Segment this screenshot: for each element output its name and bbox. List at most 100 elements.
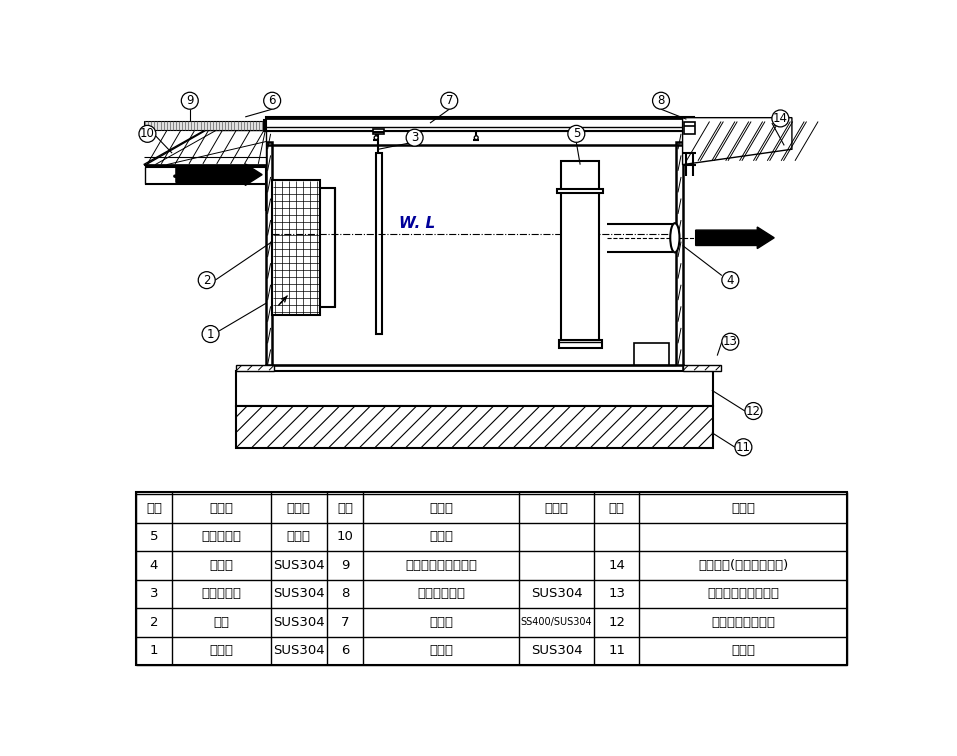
- Text: 14: 14: [609, 559, 625, 572]
- Circle shape: [406, 129, 423, 146]
- Text: 側　溝: 側 溝: [429, 531, 454, 544]
- Circle shape: [202, 326, 219, 342]
- Bar: [682, 365, 721, 371]
- Text: 1: 1: [149, 644, 158, 658]
- Bar: [559, 340, 602, 348]
- Text: 根巻きコンクリート: 根巻きコンクリート: [707, 587, 779, 600]
- Text: 12: 12: [746, 404, 761, 417]
- Text: スライド板: スライド板: [201, 587, 241, 600]
- Bar: [136, 492, 847, 665]
- Bar: [561, 191, 599, 342]
- Circle shape: [722, 271, 739, 289]
- Text: 10: 10: [337, 531, 353, 544]
- Text: 7: 7: [446, 94, 453, 107]
- Text: 部番: 部番: [337, 502, 353, 515]
- Text: 11: 11: [736, 441, 751, 454]
- Text: 本　体: 本 体: [210, 644, 234, 658]
- Text: SUS304: SUS304: [273, 644, 324, 658]
- Bar: [272, 180, 320, 314]
- Text: 材　質: 材 質: [545, 502, 568, 515]
- Text: SUS304: SUS304: [273, 616, 324, 629]
- Text: 材　質: 材 質: [287, 502, 311, 515]
- Text: 受篭: 受篭: [213, 616, 230, 629]
- Text: トラップ管: トラップ管: [201, 531, 241, 544]
- Text: 13: 13: [609, 587, 625, 600]
- Bar: [144, 121, 266, 130]
- Bar: [266, 117, 694, 131]
- Text: 部番: 部番: [146, 502, 162, 515]
- Text: 品　名: 品 名: [731, 502, 755, 515]
- Bar: [677, 141, 682, 371]
- Text: 9: 9: [341, 559, 349, 572]
- Bar: [236, 365, 275, 371]
- Text: 2: 2: [203, 274, 211, 287]
- Text: 底盤コンクリート: 底盤コンクリート: [711, 616, 775, 629]
- Bar: [684, 122, 695, 134]
- Text: 11: 11: [609, 644, 625, 658]
- FancyArrow shape: [176, 164, 262, 185]
- Circle shape: [568, 125, 585, 142]
- Text: 8: 8: [341, 587, 349, 600]
- Text: 7: 7: [341, 616, 349, 629]
- Text: 8: 8: [657, 94, 665, 107]
- Circle shape: [722, 333, 739, 350]
- Text: 1: 1: [207, 327, 214, 340]
- Text: 5: 5: [149, 531, 158, 544]
- Circle shape: [139, 125, 156, 142]
- Text: 3: 3: [149, 587, 158, 600]
- Text: 4: 4: [726, 274, 734, 287]
- Text: 9: 9: [186, 94, 193, 107]
- Text: 5: 5: [572, 127, 580, 141]
- Circle shape: [374, 136, 378, 140]
- Circle shape: [198, 271, 215, 289]
- Text: 6: 6: [268, 94, 276, 107]
- Text: 部番: 部番: [609, 502, 625, 515]
- Text: 12: 12: [609, 616, 625, 629]
- Ellipse shape: [670, 223, 679, 253]
- Bar: [320, 187, 335, 307]
- Text: SUS304: SUS304: [273, 559, 324, 572]
- Text: 2: 2: [149, 616, 158, 629]
- Text: 6: 6: [341, 644, 349, 658]
- Polygon shape: [682, 118, 792, 165]
- Text: 10: 10: [140, 127, 155, 141]
- Bar: [266, 365, 682, 371]
- Text: 4: 4: [150, 559, 158, 572]
- Text: SUS304: SUS304: [531, 644, 583, 658]
- Polygon shape: [144, 130, 266, 165]
- Text: 排出管: 排出管: [210, 559, 234, 572]
- Bar: [236, 371, 713, 406]
- Text: 固定用ピース: 固定用ピース: [417, 587, 465, 600]
- Bar: [373, 129, 384, 134]
- Bar: [236, 406, 713, 448]
- Text: ＰＶＣ: ＰＶＣ: [287, 531, 311, 544]
- Circle shape: [772, 110, 789, 127]
- Bar: [557, 189, 603, 193]
- Text: 受　枠: 受 枠: [429, 644, 454, 658]
- Circle shape: [574, 136, 578, 140]
- Text: SS400/SUS304: SS400/SUS304: [521, 618, 592, 627]
- Circle shape: [735, 438, 752, 456]
- Text: SUS304: SUS304: [531, 587, 583, 600]
- Text: ふ　た: ふ た: [429, 616, 454, 629]
- Circle shape: [653, 92, 670, 109]
- Bar: [264, 120, 692, 131]
- Text: W. L: W. L: [399, 216, 435, 231]
- Circle shape: [475, 136, 478, 140]
- Circle shape: [745, 402, 762, 420]
- Text: 品　名: 品 名: [429, 502, 454, 515]
- Circle shape: [441, 92, 457, 109]
- Bar: [266, 141, 272, 371]
- Text: SUS304: SUS304: [273, 587, 324, 600]
- Text: 側溝用グレーチング: 側溝用グレーチング: [405, 559, 478, 572]
- Text: 3: 3: [411, 132, 418, 144]
- Text: エプロン(コンクリート): エプロン(コンクリート): [699, 559, 789, 572]
- Text: 13: 13: [723, 335, 738, 349]
- Text: 品　名: 品 名: [210, 502, 234, 515]
- Text: 14: 14: [773, 112, 788, 125]
- FancyArrow shape: [696, 227, 774, 249]
- Circle shape: [264, 92, 280, 109]
- Bar: [376, 153, 382, 334]
- Circle shape: [181, 92, 198, 109]
- Bar: [561, 161, 599, 191]
